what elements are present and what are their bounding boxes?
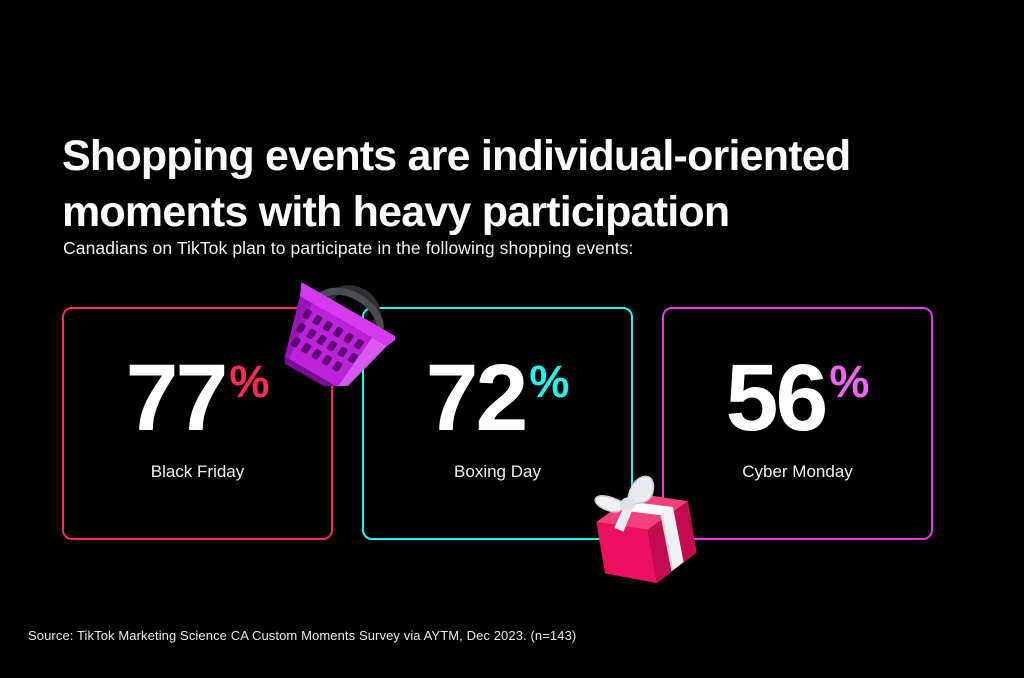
page-subtitle: Canadians on TikTok plan to participate …: [63, 238, 634, 258]
gift-box-icon: [578, 466, 716, 596]
stat-value: 72 %: [425, 345, 570, 451]
shopping-basket-icon: [277, 279, 399, 394]
stat-label: Boxing Day: [454, 462, 541, 482]
page-title-line-1: Shopping events are individual-oriented: [62, 131, 851, 180]
page-title-line-2: moments with heavy participation: [62, 187, 730, 236]
stat-label: Black Friday: [150, 462, 245, 482]
stat-card-boxing-day: 72 % Boxing Day: [362, 307, 633, 540]
stat-number: 56: [725, 345, 829, 451]
percent-sign: %: [529, 356, 570, 407]
stat-number: 72: [425, 345, 529, 451]
stat-value: 77 %: [125, 345, 270, 451]
page-title: Shopping events are individual-oriented …: [62, 128, 851, 240]
stat-value: 56 %: [725, 345, 870, 451]
stat-card-cyber-monday: 56 % Cyber Monday: [662, 307, 933, 540]
percent-sign: %: [829, 356, 870, 407]
source-citation: Source: TikTok Marketing Science CA Cust…: [28, 628, 577, 643]
stat-cards-row: 77 % Black Friday 72 % Boxing Day 56 % C…: [62, 307, 933, 540]
stat-label: Cyber Monday: [742, 462, 853, 482]
stat-number: 77: [125, 345, 229, 451]
percent-sign: %: [229, 356, 270, 407]
